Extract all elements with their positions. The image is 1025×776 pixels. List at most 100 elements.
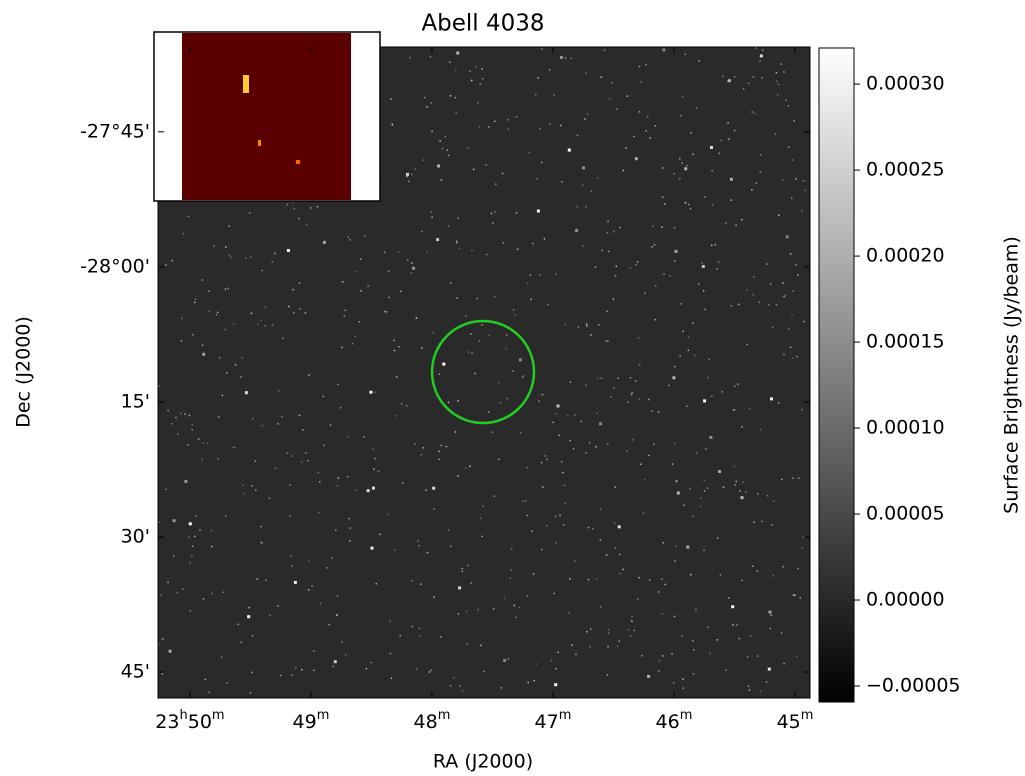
sky-source [630,377,632,379]
sky-source [392,123,394,125]
sky-source [431,216,433,218]
sky-source [469,71,471,73]
sky-source [531,531,533,533]
sky-source [634,630,636,632]
sky-source [781,479,783,481]
sky-source [522,377,524,379]
sky-source [421,347,423,349]
sky-source [679,158,681,160]
sky-source [201,459,203,461]
sky-source [649,579,651,581]
sky-source [628,629,630,631]
sky-source [171,423,173,425]
sky-source [540,128,542,130]
sky-source [308,560,310,562]
sky-source [255,490,257,492]
sky-source [790,347,792,349]
sky-source [635,157,638,160]
sky-source [426,251,428,253]
sky-source [770,628,772,630]
sky-source [522,375,524,377]
sky-source [682,96,684,98]
sky-source [226,372,228,374]
sky-source [715,244,717,246]
sky-source [648,399,650,401]
sky-source [555,542,557,544]
sky-source [465,315,467,317]
sky-source [631,392,633,394]
sky-source [607,646,609,648]
sky-source [516,116,518,118]
x-axis-label: RA (J2000) [433,751,533,773]
sky-source [406,173,409,176]
sky-source [277,423,279,425]
sky-source [646,130,648,132]
sky-source [659,660,661,662]
sky-source [501,687,503,689]
sky-source [432,487,435,490]
sky-source [440,636,442,638]
y-tick-label: 45' [121,661,150,683]
sky-source [643,513,645,515]
sky-source [162,638,164,640]
sky-source [448,402,450,404]
sky-source [574,561,576,563]
sky-source [541,48,543,50]
sky-source [760,54,763,57]
sky-source [707,627,709,629]
sky-source [633,136,635,138]
sky-source [289,484,291,486]
sky-source [514,605,516,607]
sky-source [366,668,368,670]
sky-source [748,83,750,85]
sky-source [558,652,560,654]
sky-source [790,253,792,255]
sky-source [592,528,594,530]
sky-source [190,610,192,612]
sky-source [563,524,565,526]
sky-source [793,290,795,292]
sky-source [211,593,213,595]
sky-source [781,632,783,634]
sky-source [205,679,207,681]
sky-source [510,569,512,571]
sky-source [630,267,632,269]
x-tick-label: 47m [535,708,572,733]
inset-source [243,75,249,93]
sky-source [617,645,619,647]
sky-source [728,138,730,140]
sky-source [604,50,606,52]
sky-source [569,440,571,442]
sky-source [384,252,386,254]
sky-source [287,249,290,252]
sky-source [776,304,778,306]
sky-source [191,555,193,557]
sky-source [327,567,329,569]
sky-source [577,135,579,137]
sky-source [330,424,332,426]
sky-source [462,571,464,573]
sky-source [334,660,337,663]
sky-source [294,208,296,210]
sky-source [749,408,751,410]
sky-source [437,165,440,168]
sky-source [465,467,467,469]
sky-source [495,183,497,185]
sky-source [672,376,675,379]
sky-source [639,111,641,113]
sky-source [291,565,293,567]
sky-source [743,88,745,90]
sky-source [805,190,807,192]
sky-source [602,250,604,252]
sky-source [639,399,641,401]
sky-source [455,431,457,433]
sky-source [506,398,508,400]
sky-source [785,295,787,297]
sky-source [260,320,262,322]
sky-source [448,226,450,228]
sky-source [693,649,695,651]
sky-source [762,50,764,52]
sky-source [442,363,445,366]
sky-source [555,273,557,275]
sky-source [420,583,422,585]
